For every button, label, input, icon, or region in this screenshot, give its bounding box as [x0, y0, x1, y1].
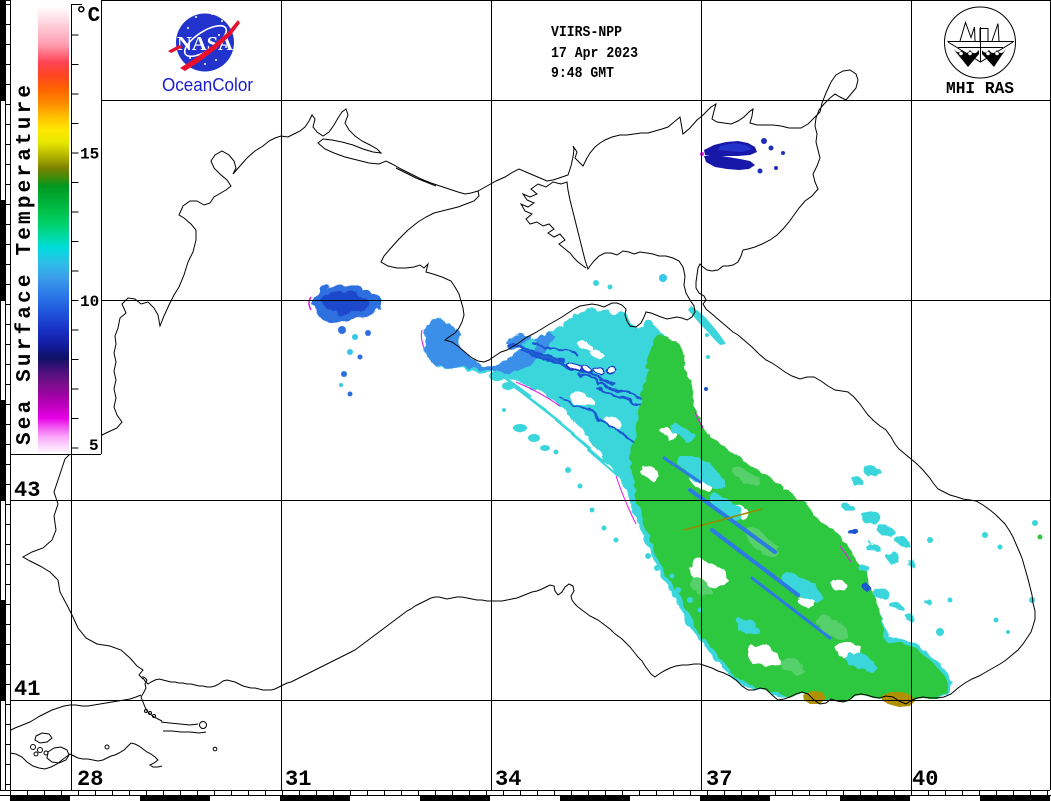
svg-text:5: 5	[89, 437, 99, 455]
svg-text:17 Apr 2023: 17 Apr 2023	[551, 45, 638, 62]
svg-text:9:48 GMT: 9:48 GMT	[551, 65, 614, 82]
svg-text:OceanColor: OceanColor	[162, 74, 253, 95]
svg-text:40: 40	[912, 767, 938, 792]
svg-text:Sea Surface Temperature: Sea Surface Temperature	[14, 85, 37, 445]
svg-text:34: 34	[495, 767, 521, 792]
svg-text:43: 43	[14, 478, 40, 503]
svg-text:°C: °C	[75, 5, 101, 28]
svg-text:10: 10	[80, 293, 99, 311]
svg-text:28: 28	[77, 767, 103, 792]
svg-text:NASA: NASA	[177, 33, 234, 55]
svg-text:41: 41	[14, 677, 40, 702]
svg-text:MHI RAS: MHI RAS	[946, 80, 1014, 99]
svg-text:37: 37	[706, 767, 732, 792]
svg-text:31: 31	[285, 767, 311, 792]
svg-text:VIIRS-NPP: VIIRS-NPP	[551, 24, 622, 41]
svg-text:15: 15	[80, 146, 99, 164]
